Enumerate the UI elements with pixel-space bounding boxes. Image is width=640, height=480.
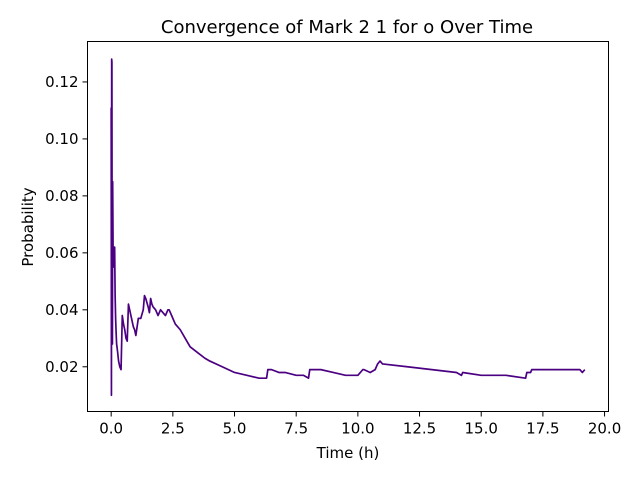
y-tick-label: 0.12 (45, 73, 78, 91)
x-tick-label: 10.0 (341, 420, 374, 438)
y-tick-label: 0.06 (45, 244, 78, 262)
x-tick-label: 15.0 (465, 420, 498, 438)
plot-area (110, 58, 586, 397)
x-tick-label: 7.5 (284, 420, 308, 438)
x-tick-label: 17.5 (526, 420, 559, 438)
y-axis: 0.02 0.04 0.06 0.08 0.10 0.12 (45, 73, 88, 376)
x-tick-label: 2.5 (161, 420, 185, 438)
plot-frame (87, 41, 609, 412)
y-axis-label: Probability (19, 187, 37, 266)
x-axis: 0.0 2.5 5.0 7.5 10.0 12.5 15.0 17.5 20.0 (99, 411, 621, 438)
x-tick-label: 12.5 (403, 420, 436, 438)
x-tick-label: 20.0 (588, 420, 621, 438)
y-tick-label: 0.04 (45, 301, 78, 319)
x-tick-label: 5.0 (223, 420, 247, 438)
y-tick-label: 0.08 (45, 187, 78, 205)
x-axis-label: Time (h) (316, 444, 380, 462)
series-line-0 (110, 58, 586, 397)
x-tick-label: 0.0 (99, 420, 123, 438)
chart-title: Convergence of Mark 2 1 for o Over Time (161, 17, 533, 38)
y-tick-label: 0.10 (45, 130, 78, 148)
y-tick-label: 0.02 (45, 358, 78, 376)
